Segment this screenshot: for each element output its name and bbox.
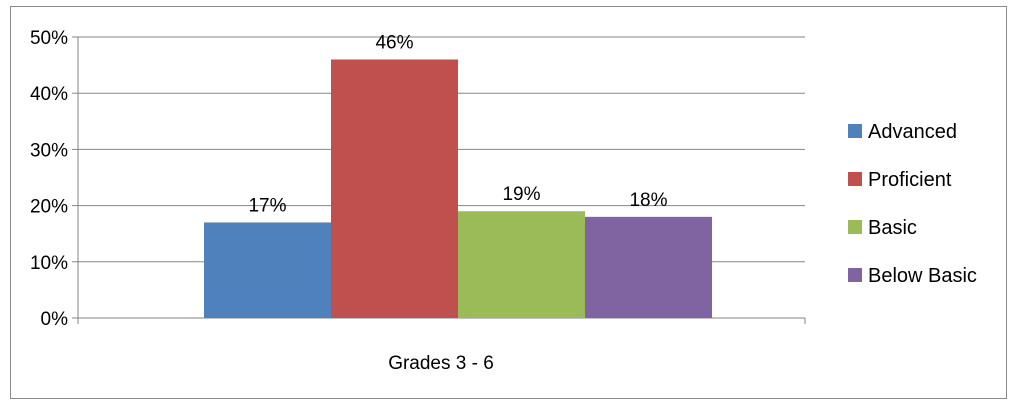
bar-basic	[458, 211, 585, 318]
y-tick-label: 50%	[30, 28, 68, 49]
legend-swatch-proficient	[848, 172, 862, 186]
chart-frame	[10, 6, 1007, 399]
y-tick-label: 30%	[30, 140, 68, 161]
legend-label-proficient: Proficient	[868, 169, 952, 191]
legend-swatch-basic	[848, 220, 862, 234]
legend-swatch-below-basic	[848, 268, 862, 282]
y-tick-label: 0%	[41, 309, 69, 330]
data-label-advanced: 17%	[248, 195, 286, 216]
x-category-label: Grades 3 - 6	[388, 353, 494, 374]
bar-proficient	[331, 59, 458, 318]
data-label-below-basic: 18%	[629, 190, 667, 211]
legend-swatch-advanced	[848, 124, 862, 138]
y-tick-label: 40%	[30, 84, 68, 105]
legend-label-below-basic: Below Basic	[868, 265, 977, 287]
y-tick-label: 20%	[30, 197, 68, 218]
bar-advanced	[204, 222, 331, 318]
data-label-proficient: 46%	[375, 32, 413, 53]
y-tick-label: 10%	[30, 253, 68, 274]
data-label-basic: 19%	[502, 184, 540, 205]
legend-label-advanced: Advanced	[868, 121, 957, 143]
bar-below-basic	[585, 216, 712, 318]
legend-label-basic: Basic	[868, 217, 917, 239]
